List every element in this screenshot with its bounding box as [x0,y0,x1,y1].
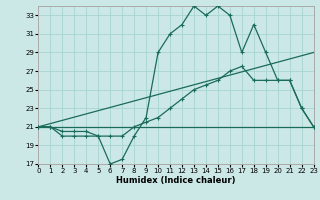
X-axis label: Humidex (Indice chaleur): Humidex (Indice chaleur) [116,176,236,185]
